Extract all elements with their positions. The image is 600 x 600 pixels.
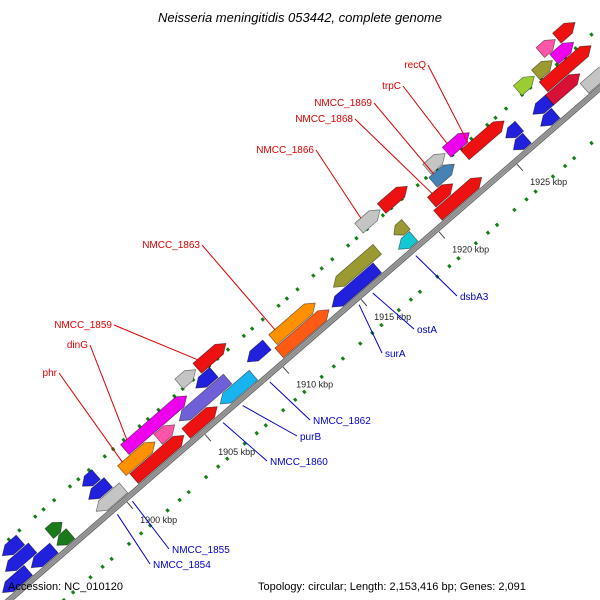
gene-arrow[interactable] [181, 406, 218, 439]
label-leader-NMCC_1862 [269, 381, 311, 421]
label-leader-NMCC_1866 [315, 149, 362, 219]
label-leader-NMCC_1863 [201, 244, 276, 331]
gene-arrow[interactable] [544, 73, 581, 106]
gene-arrow-NMCC_1859[interactable] [192, 343, 227, 374]
gene-arrow-NMCC_1869[interactable] [428, 163, 455, 188]
label-leader-NMCC_1868 [354, 118, 433, 195]
tick-label: 1910 kbp [296, 380, 333, 390]
gene-arrow-dsbA3[interactable] [398, 230, 419, 250]
gene-arrow-dinG[interactable] [120, 395, 188, 455]
gene-arrow[interactable] [538, 45, 592, 93]
gene-label-dsbA3[interactable]: dsbA3 [460, 292, 489, 303]
gene-arrow-purB[interactable] [219, 369, 259, 405]
label-leader-recQ [427, 64, 469, 145]
tick-mark [204, 434, 212, 442]
gene-label-purB[interactable]: purB [300, 432, 321, 443]
gene-arrow-NMCC_1862[interactable] [246, 339, 272, 363]
gene-arrow[interactable] [44, 522, 63, 539]
gene-arrow[interactable] [512, 132, 532, 151]
label-leader-NMCC_1859 [113, 324, 198, 361]
gene-label-surA[interactable]: surA [385, 349, 406, 360]
gene-label-NMCC_1863[interactable]: NMCC_1863 [142, 240, 200, 251]
gene-arrow-NMCC_1855[interactable] [95, 482, 129, 512]
tick-mark [126, 501, 134, 510]
label-leader-surA [358, 304, 383, 354]
gene-label-NMCC_1860[interactable]: NMCC_1860 [270, 457, 328, 468]
tick-label: 1915 kbp [374, 312, 411, 322]
label-leader-trpC [402, 85, 448, 145]
gene-arrow[interactable] [579, 67, 600, 94]
gene-arrow-ostA[interactable] [332, 243, 382, 288]
gene-arrow[interactable] [505, 120, 525, 139]
gene-arrow[interactable] [56, 528, 76, 546]
label-leader-dinG [89, 344, 128, 440]
gene-label-NMCC_1859[interactable]: NMCC_1859 [54, 320, 112, 331]
gene-arrow[interactable] [129, 435, 185, 484]
gene-arrow-trpC[interactable] [441, 132, 470, 158]
label-leader-NMCC_1869 [373, 102, 435, 175]
gene-label-NMCC_1862[interactable]: NMCC_1862 [313, 416, 371, 427]
gene-label-ostA[interactable]: ostA [417, 325, 437, 336]
genome-backbone-edge [11, 90, 600, 600]
tick-mark [516, 163, 524, 172]
gene-arrow[interactable] [1, 534, 26, 557]
gene-label-dinG[interactable]: dinG [67, 340, 88, 351]
gene-arrow-NMCC_1860[interactable] [178, 373, 233, 422]
gene-arrow[interactable] [422, 153, 446, 175]
gene-arrow[interactable] [535, 39, 556, 58]
tick-label: 1900 kbp [140, 515, 177, 525]
genome-backbone [6, 85, 600, 600]
gene-arrow[interactable] [4, 542, 38, 572]
gene-arrow[interactable] [30, 542, 59, 569]
status-accession: Accession: NC_010120 [8, 581, 123, 593]
gene-arrow-recQ[interactable] [460, 120, 505, 161]
gene-arrow[interactable] [552, 22, 576, 44]
gene-arrow[interactable] [393, 219, 411, 236]
gene-arrow-NMCC_1863[interactable] [268, 302, 316, 346]
gene-arrow[interactable] [376, 185, 408, 214]
gene-arrow[interactable] [531, 60, 553, 81]
gene-arrow[interactable] [81, 469, 101, 487]
gene-arrow[interactable] [540, 107, 561, 127]
label-leader-ostA [372, 292, 415, 330]
gene-label-NMCC_1866[interactable]: NMCC_1866 [256, 145, 314, 156]
gene-label-trpC[interactable]: trpC [382, 81, 401, 92]
label-leader-purB [242, 405, 298, 437]
gene-arrow[interactable] [174, 369, 197, 390]
gene-arrow[interactable] [2, 564, 33, 593]
label-leader-dsbA3 [415, 255, 458, 297]
tick-label: 1925 kbp [530, 177, 567, 187]
label-leader-phr [58, 372, 123, 463]
gene-label-recQ[interactable]: recQ [404, 60, 426, 71]
label-leader-NMCC_1860 [222, 422, 268, 462]
gene-arrow[interactable] [274, 309, 330, 359]
gene-arrow-NMCC_1866[interactable] [354, 209, 381, 234]
status-summary: Topology: circular; Length: 2,153,416 bp… [258, 581, 526, 593]
tick-mark [438, 231, 446, 239]
gene-arrow[interactable] [549, 41, 575, 65]
gene-label-NMCC_1869[interactable]: NMCC_1869 [314, 98, 372, 109]
gene-arrow[interactable] [433, 177, 483, 221]
gene-arrow[interactable] [512, 75, 535, 97]
genome-backbone-edge [4, 84, 600, 600]
gene-arrow-phr[interactable] [117, 441, 156, 477]
gene-arrow[interactable] [153, 424, 176, 445]
tick-mark [282, 366, 290, 374]
gene-arrow-surA[interactable] [331, 262, 383, 308]
gene-label-NMCC_1855[interactable]: NMCC_1855 [172, 545, 230, 556]
tick-mark [360, 299, 368, 307]
gene-label-phr[interactable]: phr [43, 368, 58, 379]
gene-arrow-NMCC_1868[interactable] [426, 183, 454, 208]
tick-label: 1905 kbp [218, 447, 255, 457]
tick-label: 1920 kbp [452, 245, 489, 255]
label-leader-NMCC_1855 [132, 500, 170, 550]
gene-arrow-NMCC_1854[interactable] [88, 477, 113, 500]
label-leader-NMCC_1854 [116, 514, 151, 565]
gene-label-NMCC_1854[interactable]: NMCC_1854 [153, 560, 211, 571]
genome-title: Neisseria meningitidis 053442, complete … [158, 10, 442, 25]
gene-arrow[interactable] [195, 366, 219, 389]
gene-label-NMCC_1868[interactable]: NMCC_1868 [295, 114, 353, 125]
